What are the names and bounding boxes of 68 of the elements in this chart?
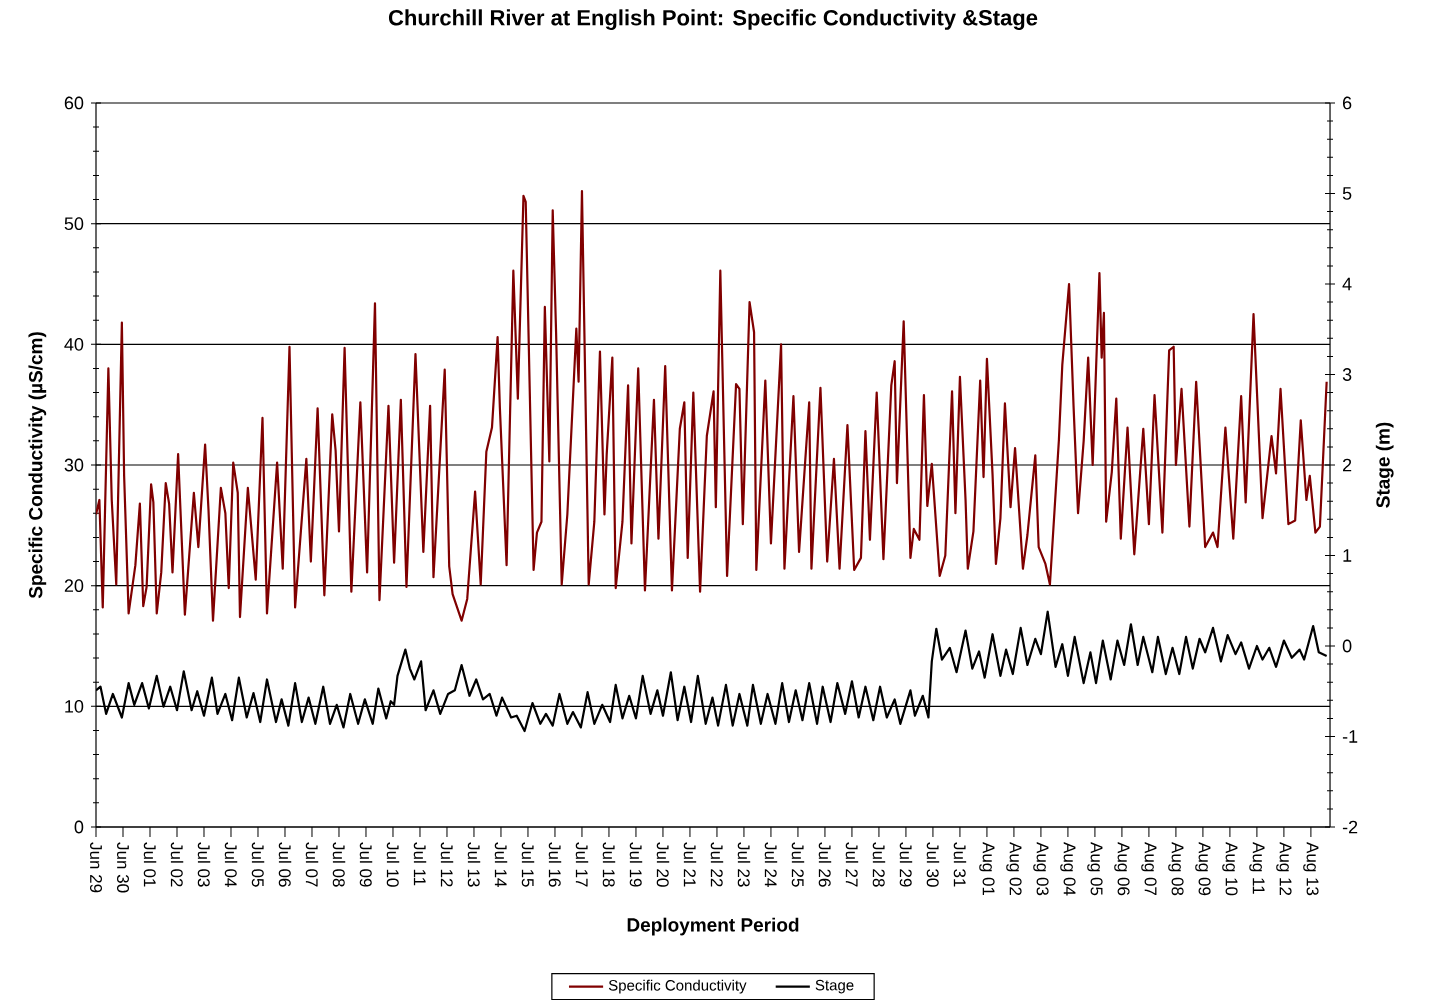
x-tick-label: Jul 25 <box>791 842 805 887</box>
y-axis-title: Specific Conductivity (µS/cm) <box>28 332 47 599</box>
x-tick-label: Jul 10 <box>386 842 400 887</box>
x-tick-label: Jul 04 <box>224 842 238 887</box>
y-tick-label: 20 <box>64 579 84 593</box>
x-tick-label: Jul 02 <box>170 842 184 887</box>
x-tick-label: Aug 02 <box>1006 842 1022 896</box>
x-tick-label: Jul 19 <box>629 842 643 887</box>
y2-tick-label: 0 <box>1342 639 1352 653</box>
x-tick-label: Jul 01 <box>143 842 157 887</box>
chart-title: Churchill River at English Point: Specific Conductivity &Stage <box>388 9 1038 30</box>
x-tick-label: Jul 26 <box>818 842 832 887</box>
x-tick-label: Jul 30 <box>926 842 940 887</box>
x-tick-label: Jul 13 <box>467 842 481 887</box>
x-tick-label: Jul 29 <box>899 842 913 887</box>
x-tick-label: Jul 24 <box>764 842 778 887</box>
x-tick-label: Jul 22 <box>710 842 724 887</box>
x-tick-label: Jul 11 <box>413 842 427 886</box>
x-tick-label: Jul 08 <box>332 842 346 887</box>
x-tick-label: Aug 12 <box>1276 842 1292 896</box>
x-tick-label: Aug 10 <box>1222 842 1238 896</box>
y2-tick-label: 5 <box>1342 187 1352 200</box>
y2-axis-title: Stage (m) <box>1375 422 1394 508</box>
x-tick-label: Aug 11 <box>1249 842 1265 894</box>
legend-label: Specific Conductivity <box>608 979 747 994</box>
x-tick-label: Aug 09 <box>1195 842 1211 896</box>
x-tick-label: Jul 20 <box>656 842 670 887</box>
x-tick-label: Aug 07 <box>1141 842 1157 896</box>
x-tick-label: Jul 17 <box>575 842 589 887</box>
x-tick-label: Jul 21 <box>683 842 697 887</box>
x-tick-label: Jul 23 <box>737 842 751 887</box>
x-tick-label: Jul 03 <box>197 842 211 887</box>
x-tick-label: Aug 08 <box>1168 842 1184 896</box>
y2-tick-label: 4 <box>1342 277 1352 291</box>
x-axis-title: Deployment Period <box>627 917 799 936</box>
y-tick-label: 40 <box>64 337 84 351</box>
x-tick-label: Aug 03 <box>1033 842 1049 896</box>
x-tick-label: Jul 09 <box>359 842 373 887</box>
y-tick-label: 30 <box>64 458 84 472</box>
y-tick-label: 0 <box>74 820 84 834</box>
legend-label: Stage <box>815 979 854 994</box>
x-tick-label: Jul 16 <box>548 842 562 887</box>
y-tick-label: 10 <box>65 699 84 713</box>
y2-tick-label: 1 <box>1343 549 1352 562</box>
x-tick-label: Jun 30 <box>116 842 129 893</box>
x-tick-label: Aug 13 <box>1303 842 1319 896</box>
x-tick-label: Aug 05 <box>1087 842 1103 896</box>
y-tick-label: 50 <box>64 217 84 231</box>
x-tick-label: Jul 27 <box>845 842 859 887</box>
y2-tick-label: 2 <box>1343 458 1352 472</box>
x-tick-label: Aug 06 <box>1114 842 1130 896</box>
x-tick-label: Jul 31 <box>953 842 967 887</box>
x-tick-label: Aug 01 <box>979 842 995 896</box>
x-tick-label: Jul 15 <box>521 842 535 887</box>
x-tick-label: Jul 28 <box>872 842 886 887</box>
y2-tick-label: 6 <box>1343 96 1352 110</box>
x-tick-label: Jul 05 <box>251 842 265 887</box>
x-tick-label: Jul 18 <box>602 842 616 887</box>
x-tick-label: Aug 04 <box>1060 842 1076 896</box>
x-tick-label: Jul 07 <box>305 842 319 887</box>
y2-tick-label: -2 <box>1342 820 1358 834</box>
y2-tick-label: -1 <box>1342 730 1358 743</box>
y2-tick-label: 3 <box>1342 368 1352 381</box>
x-tick-label: Jul 06 <box>278 842 292 887</box>
x-tick-label: Jul 14 <box>494 842 508 887</box>
y-tick-label: 60 <box>64 96 84 110</box>
x-tick-label: Jun 29 <box>89 842 103 893</box>
x-tick-label: Jul 12 <box>440 842 454 887</box>
